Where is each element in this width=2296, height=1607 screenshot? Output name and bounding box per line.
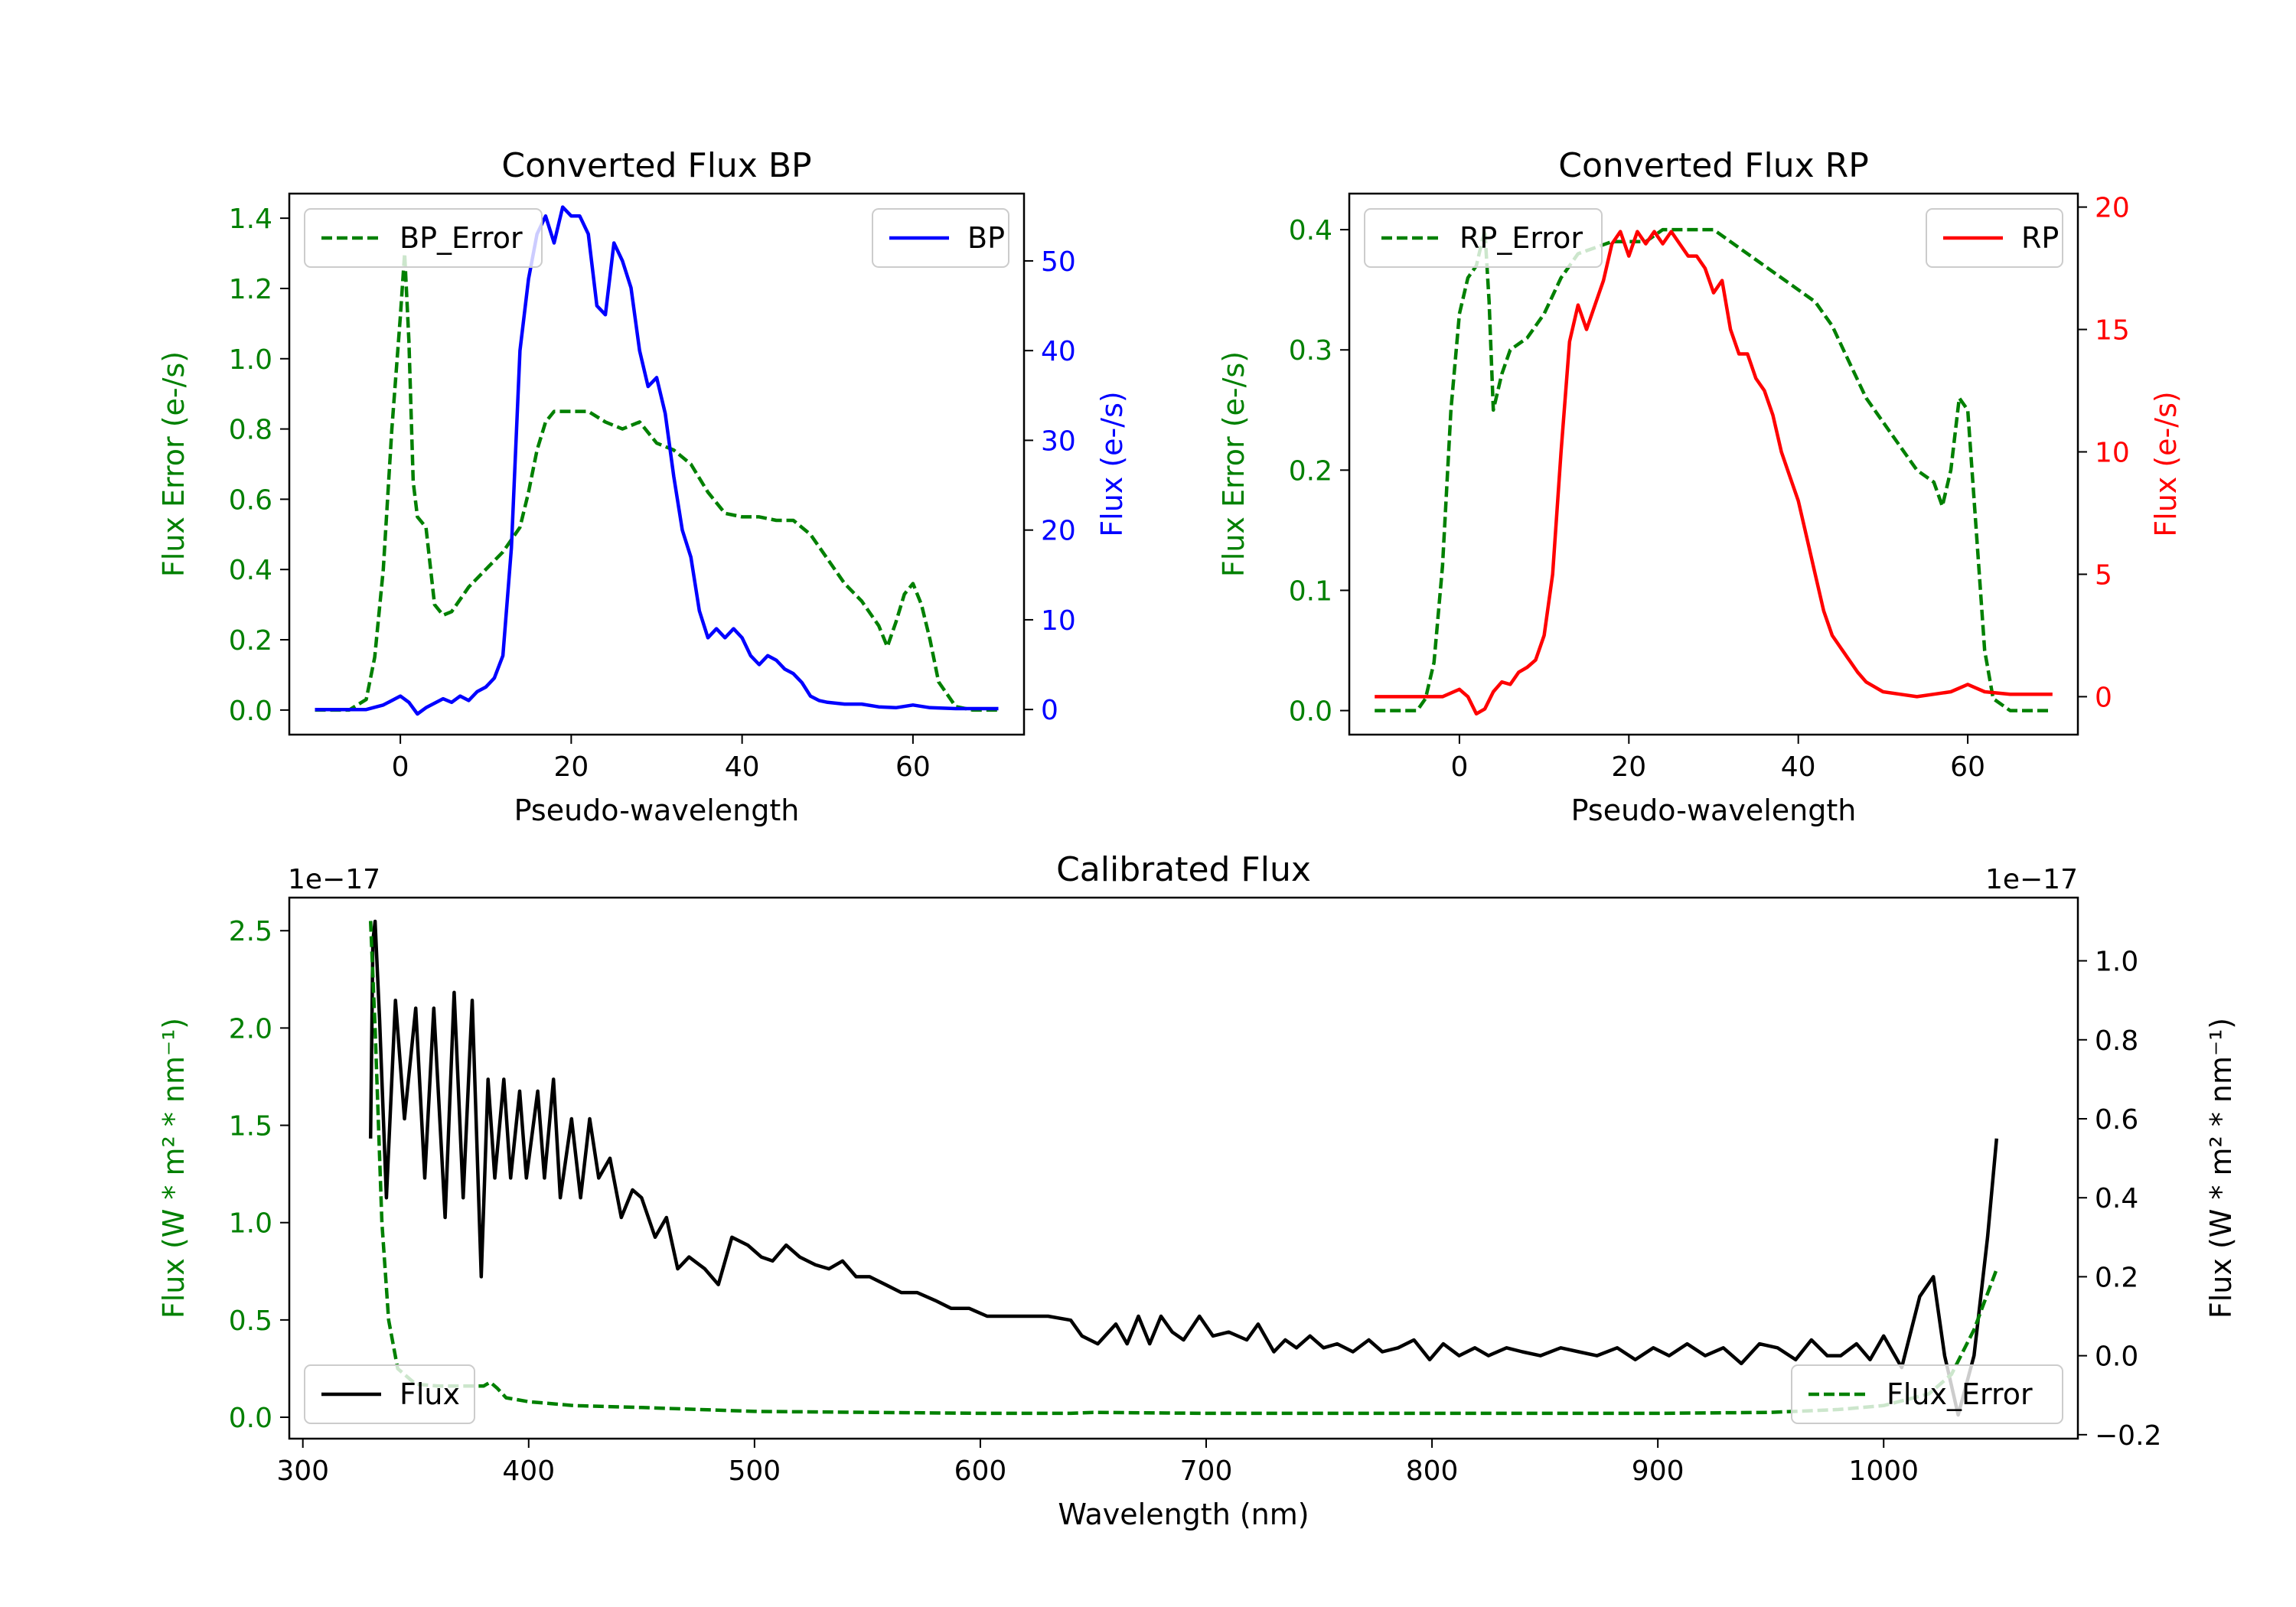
y-left-tick-label: 0.8 <box>229 415 272 446</box>
y-left-tick-label: 0.5 <box>229 1305 272 1337</box>
y-left-tick-label: 0.3 <box>1289 335 1332 367</box>
axes-frame <box>288 896 2079 1440</box>
y-left-tick-label: 0.2 <box>229 625 272 657</box>
series-line-bp <box>315 205 999 716</box>
legend-label: RP_Error <box>1459 221 1583 255</box>
y-right-tick-label: 30 <box>1041 425 1076 457</box>
x-tick-label: 60 <box>1950 751 1985 783</box>
y-right-axis-label: Flux (e-/s) <box>2149 391 2183 536</box>
legend-frame <box>304 1364 475 1424</box>
legend-label: Flux_Error <box>1887 1377 2033 1411</box>
y-left-tick-label: 0.1 <box>1289 575 1332 607</box>
y-right-tick-label: 0.2 <box>2095 1262 2138 1293</box>
legend-bp-error: BP_Error <box>304 208 543 268</box>
y-left-tick-label: 0.0 <box>1289 696 1332 728</box>
y-left-axis-label: Flux (W * m² * nm⁻¹) <box>157 1018 191 1319</box>
series-line-bp-error <box>315 251 999 712</box>
y-left-tick-label: 0.4 <box>229 555 272 586</box>
x-tick-label: 0 <box>1450 751 1468 783</box>
legend-label: RP <box>2021 221 2059 255</box>
legend-bp: BP <box>872 208 1009 268</box>
axes-frame <box>288 192 1026 736</box>
x-tick-label: 40 <box>725 751 760 783</box>
x-tick-label: 1000 <box>1848 1455 1919 1487</box>
y-right-tick-label: 0.6 <box>2095 1104 2138 1136</box>
legend-label: Flux <box>400 1377 460 1411</box>
y-left-tick-label: 0.0 <box>229 696 272 727</box>
y-left-tick-label: 1.5 <box>229 1111 272 1143</box>
legend-label: BP_Error <box>400 221 523 255</box>
y-right-tick-label: −0.2 <box>2095 1420 2161 1452</box>
y-right-tick-label: 0 <box>2095 682 2112 713</box>
x-axis-label: Pseudo-wavelength <box>514 794 800 827</box>
legend-flux-error: Flux_Error <box>1791 1364 2063 1424</box>
legend-rp-error: RP_Error <box>1364 208 1603 268</box>
series-line-rp-error <box>1375 227 2053 712</box>
x-tick-label: 300 <box>276 1455 329 1487</box>
legend-rp: RP <box>1926 208 2063 268</box>
y-left-tick-label: 2.0 <box>229 1013 272 1045</box>
y-right-tick-label: 0.8 <box>2095 1025 2138 1057</box>
x-tick-label: 0 <box>392 751 409 783</box>
y-right-tick-label: 20 <box>1041 516 1076 547</box>
series-line-rp <box>1375 230 2053 716</box>
y-right-tick-label: 0.4 <box>2095 1183 2138 1214</box>
y-right-tick-label: 15 <box>2095 315 2130 347</box>
y-left-tick-label: 1.0 <box>229 1208 272 1240</box>
x-tick-label: 600 <box>954 1455 1007 1487</box>
x-tick-label: 900 <box>1632 1455 1684 1487</box>
x-tick-label: 40 <box>1781 751 1816 783</box>
y-right-offset-label: 1e−17 <box>1985 864 2078 895</box>
y-left-tick-label: 0.4 <box>1289 215 1332 246</box>
x-tick-label: 500 <box>728 1455 781 1487</box>
y-left-axis-label: Flux Error (e-/s) <box>157 351 191 577</box>
x-tick-label: 700 <box>1180 1455 1233 1487</box>
y-right-tick-label: 0.0 <box>2095 1341 2138 1373</box>
panel-cal: 300 400 500 600 700 800 900 1000 Wavelength (nm)… <box>157 850 2238 1531</box>
y-right-tick-label: 5 <box>2095 559 2112 591</box>
y-left-tick-label: 1.4 <box>229 204 272 235</box>
chart-title: Converted Flux RP <box>1558 146 1869 185</box>
y-right-axis-label: Flux (e-/s) <box>1095 391 1129 536</box>
y-right-tick-label: 40 <box>1041 336 1076 367</box>
x-axis-label: Pseudo-wavelength <box>1571 794 1857 827</box>
y-left-offset-label: 1e−17 <box>288 864 380 895</box>
y-right-axis-label: Flux (W * m² * nm⁻¹) <box>2204 1018 2238 1319</box>
legend-frame <box>1364 208 1603 268</box>
y-left-tick-label: 0.2 <box>1289 455 1332 487</box>
y-left-tick-label: 1.2 <box>229 274 272 305</box>
chart-title: Converted Flux BP <box>501 146 811 185</box>
y-right-tick-label: 10 <box>1041 605 1076 637</box>
legend-label: BP <box>967 221 1005 255</box>
y-right-tick-label: 10 <box>2095 438 2130 469</box>
y-left-tick-label: 0.6 <box>229 484 272 516</box>
x-axis-label: Wavelength (nm) <box>1058 1498 1309 1531</box>
chart-title: Calibrated Flux <box>1056 850 1311 889</box>
y-left-tick-label: 1.0 <box>229 344 272 376</box>
y-left-tick-label: 2.5 <box>229 916 272 947</box>
y-left-axis-label: Flux Error (e-/s) <box>1217 351 1251 577</box>
panel-rp: 0 20 40 60 Pseudo-wavelength 0.0 0.1 0.2 0.3 0.4 0… <box>1217 146 2183 827</box>
x-tick-label: 20 <box>553 751 589 783</box>
x-tick-label: 20 <box>1611 751 1646 783</box>
y-right-tick-label: 0 <box>1041 695 1058 726</box>
legend-flux: Flux <box>304 1364 475 1424</box>
x-tick-label: 60 <box>895 751 931 783</box>
y-left-tick-label: 0.0 <box>229 1403 272 1434</box>
y-right-tick-label: 50 <box>1041 246 1076 278</box>
series-line-flux <box>368 919 1999 1417</box>
panel-bp: 0 20 40 60 Pseudo-wavelength 0.0 0.2 0.4 0.6 0.8 1… <box>157 146 1129 827</box>
legend-frame <box>304 208 543 268</box>
y-right-tick-label: 1.0 <box>2095 947 2138 978</box>
x-tick-label: 800 <box>1406 1455 1459 1487</box>
y-right-tick-label: 20 <box>2095 193 2130 224</box>
legend-frame <box>1791 1364 2063 1424</box>
x-tick-label: 400 <box>502 1455 555 1487</box>
axes-frame <box>1348 192 2079 736</box>
